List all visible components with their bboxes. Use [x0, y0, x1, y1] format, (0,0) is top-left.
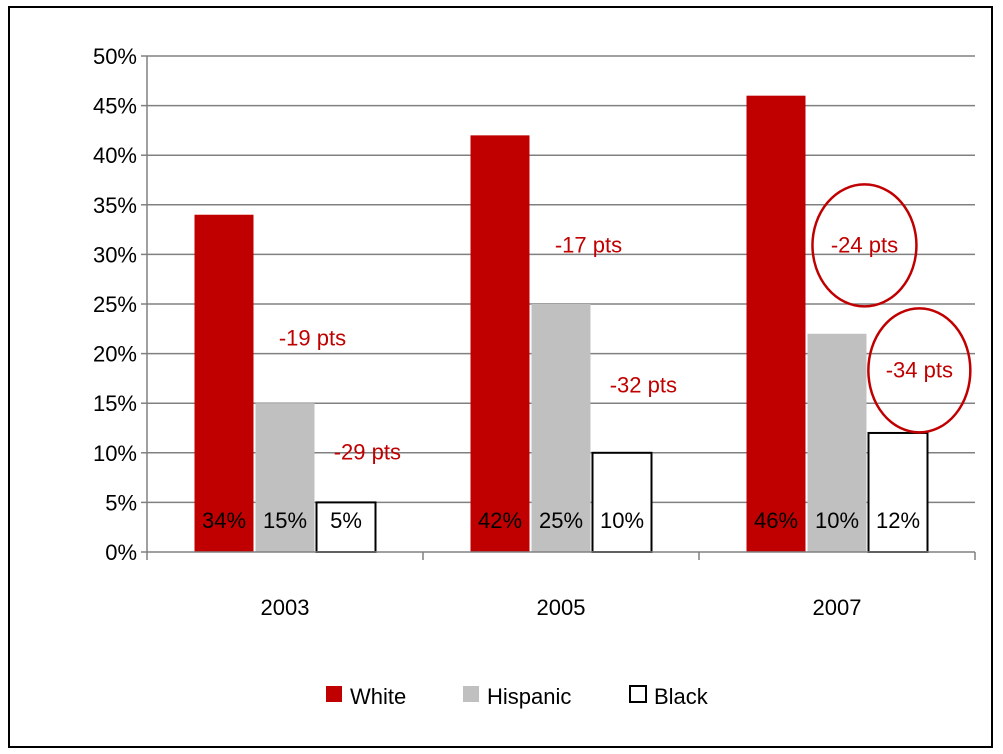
bar-hispanic-2003 — [255, 403, 315, 552]
legend-swatch-black — [629, 685, 647, 703]
y-tick-label: 20% — [93, 342, 137, 367]
y-tick-label: 25% — [93, 292, 137, 317]
bar-white-2003 — [194, 214, 254, 552]
gap-annotation: -29 pts — [334, 440, 401, 465]
x-tick-label: 2005 — [537, 595, 586, 620]
y-tick-label: 35% — [93, 193, 137, 218]
y-tick-label: 10% — [93, 441, 137, 466]
legend-label-hispanic: Hispanic — [487, 684, 571, 709]
gap-annotation: -17 pts — [555, 232, 622, 257]
y-tick-label: 50% — [93, 44, 137, 69]
y-tick-label: 5% — [105, 490, 137, 515]
chart-frame: 0% 5% 10% 15% 20% 25% 30% 35% 40% 45% 50% 2003 2005 2… — [8, 6, 993, 748]
annotation-circle — [811, 183, 918, 308]
bar-black-2005 — [591, 451, 653, 553]
data-label: 10% — [600, 508, 644, 533]
y-tick-label: 30% — [93, 242, 137, 267]
legend-swatch-hispanic — [463, 686, 479, 702]
data-label: 34% — [202, 508, 246, 533]
legend-swatch-white — [326, 686, 342, 702]
bar-white-2005 — [470, 135, 530, 553]
gap-annotation: -19 pts — [279, 326, 346, 351]
y-tick-label: 0% — [105, 540, 137, 565]
data-label: 12% — [876, 508, 920, 533]
data-label: 42% — [478, 508, 522, 533]
bar-hispanic-2005 — [531, 304, 591, 552]
x-tick-label: 2007 — [813, 595, 862, 620]
gap-annotation: -24 pts — [831, 232, 898, 257]
y-tick-label: 15% — [93, 391, 137, 416]
gap-annotation: -32 pts — [610, 372, 677, 397]
bar-white-2007 — [746, 95, 806, 553]
bar-black-2003 — [315, 501, 377, 553]
y-tick-label: 40% — [93, 143, 137, 168]
data-label: 5% — [330, 508, 362, 533]
bar-chart: 0% 5% 10% 15% 20% 25% 30% 35% 40% 45% 50% 2003 2005 2… — [93, 44, 976, 709]
data-label: 25% — [539, 508, 583, 533]
y-tick-label: 45% — [93, 94, 137, 119]
legend-label-white: White — [350, 684, 406, 709]
bar-black-2007 — [867, 431, 929, 553]
data-label: 15% — [263, 508, 307, 533]
legend-label-black: Black — [654, 684, 709, 709]
gap-annotation: -34 pts — [886, 357, 953, 382]
bar-hispanic-2007 — [807, 333, 867, 552]
data-label: 10% — [815, 508, 859, 533]
data-label: 46% — [754, 508, 798, 533]
x-tick-label: 2003 — [261, 595, 310, 620]
annotation-circle — [867, 307, 972, 434]
